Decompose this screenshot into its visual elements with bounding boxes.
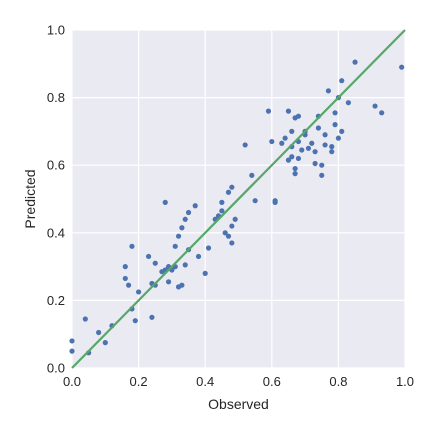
data-point bbox=[225, 189, 232, 195]
y-tick-labels: 0.0 0.2 0.4 0.6 0.8 1.0 bbox=[47, 23, 65, 376]
data-point bbox=[222, 230, 228, 236]
x-tick-label: 0.4 bbox=[196, 374, 214, 389]
x-axis-label: Observed bbox=[208, 396, 269, 412]
data-point bbox=[332, 122, 338, 128]
y-tick-label: 0.0 bbox=[47, 361, 65, 376]
data-point bbox=[289, 128, 295, 134]
data-point bbox=[182, 262, 188, 268]
data-point bbox=[162, 199, 168, 205]
x-tick-label: 1.0 bbox=[396, 374, 414, 389]
data-point bbox=[179, 282, 185, 288]
data-point bbox=[69, 348, 75, 354]
data-point bbox=[329, 149, 335, 155]
y-tick-label: 1.0 bbox=[47, 23, 65, 38]
data-point bbox=[319, 172, 325, 178]
data-point bbox=[379, 110, 385, 116]
data-point bbox=[122, 264, 128, 270]
reference-line bbox=[71, 29, 406, 369]
data-point bbox=[132, 318, 138, 324]
data-point bbox=[229, 240, 235, 246]
data-point bbox=[229, 184, 235, 190]
data-point bbox=[232, 216, 238, 222]
data-point bbox=[295, 155, 302, 162]
data-point bbox=[282, 135, 288, 141]
y-tick-label: 0.6 bbox=[47, 158, 65, 173]
data-point bbox=[82, 316, 88, 322]
x-tick-label: 0.2 bbox=[130, 374, 148, 389]
data-point bbox=[399, 64, 405, 70]
data-point bbox=[126, 282, 132, 288]
data-point bbox=[122, 275, 128, 282]
data-point bbox=[322, 132, 328, 138]
x-tick-label: 0.8 bbox=[329, 374, 347, 389]
x-tick-label: 0.0 bbox=[63, 374, 81, 389]
data-point bbox=[269, 138, 275, 145]
data-point bbox=[315, 125, 322, 131]
data-point bbox=[345, 100, 351, 106]
data-point bbox=[292, 171, 298, 177]
data-point bbox=[102, 340, 108, 346]
data-point bbox=[339, 128, 345, 134]
grid-lines bbox=[71, 29, 406, 369]
data-point bbox=[309, 140, 315, 146]
data-point bbox=[285, 157, 292, 163]
data-point bbox=[332, 110, 338, 116]
data-point bbox=[195, 253, 202, 260]
data-point bbox=[192, 203, 198, 209]
data-point bbox=[329, 144, 335, 150]
data-point bbox=[149, 314, 155, 320]
data-point bbox=[339, 78, 345, 84]
data-point bbox=[305, 145, 312, 151]
data-point bbox=[205, 245, 212, 251]
data-point bbox=[185, 209, 192, 216]
data-point bbox=[299, 147, 305, 153]
data-point bbox=[289, 154, 295, 160]
data-points bbox=[69, 59, 405, 356]
data-point bbox=[322, 142, 328, 148]
data-point bbox=[172, 243, 178, 249]
data-point bbox=[219, 199, 225, 205]
data-point bbox=[225, 233, 232, 239]
data-point bbox=[292, 165, 298, 172]
x-tick-labels: 0.0 0.2 0.4 0.6 0.8 1.0 bbox=[63, 374, 414, 389]
y-axis-label: Predicted bbox=[22, 169, 38, 228]
data-point bbox=[152, 260, 158, 266]
x-tick-label: 0.6 bbox=[263, 374, 281, 389]
data-point bbox=[279, 140, 285, 146]
data-point bbox=[229, 223, 235, 229]
data-point bbox=[69, 338, 75, 344]
data-point bbox=[96, 329, 102, 336]
data-point bbox=[145, 253, 152, 260]
data-point bbox=[249, 172, 255, 178]
data-point bbox=[242, 142, 248, 148]
data-point bbox=[325, 88, 332, 94]
y-tick-label: 0.8 bbox=[47, 90, 65, 105]
data-point bbox=[319, 162, 325, 168]
data-point bbox=[335, 135, 341, 141]
data-point bbox=[182, 216, 188, 222]
data-point bbox=[136, 289, 142, 295]
y-tick-label: 0.4 bbox=[47, 225, 65, 240]
data-point bbox=[312, 149, 318, 155]
data-point bbox=[272, 199, 278, 205]
data-point bbox=[202, 270, 208, 276]
data-point bbox=[175, 233, 182, 239]
data-point bbox=[312, 160, 318, 167]
data-point bbox=[372, 103, 378, 109]
data-point bbox=[265, 108, 272, 114]
data-point bbox=[252, 198, 258, 204]
data-point bbox=[179, 225, 185, 231]
data-point bbox=[352, 59, 358, 65]
y-tick-label: 0.2 bbox=[47, 293, 65, 308]
data-point bbox=[295, 113, 302, 119]
data-point bbox=[165, 279, 172, 285]
data-point bbox=[285, 108, 292, 114]
data-point bbox=[129, 243, 135, 249]
data-point bbox=[219, 208, 225, 214]
